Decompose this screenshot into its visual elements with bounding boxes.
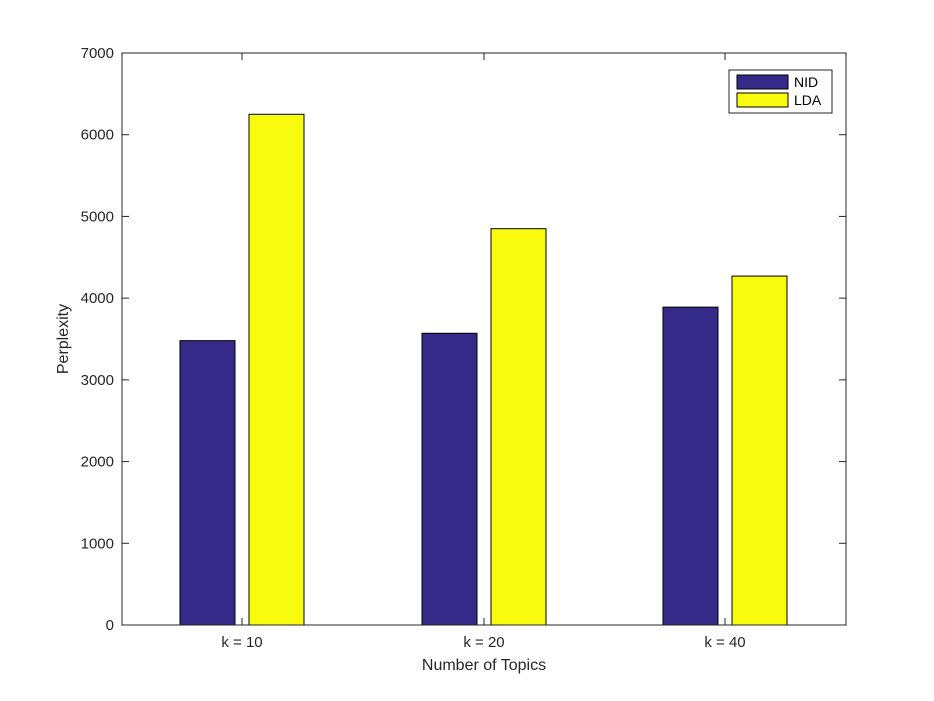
bar-lda-3	[731, 275, 788, 626]
legend-label-nid: NID	[794, 74, 818, 90]
y-tick-label-2000: 2000	[81, 454, 114, 471]
bars-group	[179, 113, 788, 626]
y-tick-label-7000: 7000	[81, 45, 114, 62]
x-tick-label-3: k = 40	[704, 634, 745, 651]
bar-lda-1	[248, 113, 305, 626]
plot-background	[122, 53, 846, 625]
legend-label-lda: LDA	[794, 92, 822, 108]
bar-nid-3	[662, 306, 719, 626]
legend-swatch-nid	[736, 74, 789, 90]
y-tick-label-3000: 3000	[81, 372, 114, 389]
bar-nid-2	[421, 332, 478, 626]
y-tick-label-0: 0	[106, 617, 114, 634]
ticks-group: 0 1000 2000 3000 4000 5000 6000 7000 k = 10 k = 2…	[81, 45, 846, 651]
legend-swatch-lda	[736, 92, 789, 108]
y-axis-label: Perplexity	[55, 304, 72, 374]
y-tick-label-5000: 5000	[81, 208, 114, 225]
bar-lda-2	[490, 228, 547, 626]
y-tick-label-4000: 4000	[81, 290, 114, 307]
y-tick-label-6000: 6000	[81, 127, 114, 144]
y-tick-label-1000: 1000	[81, 535, 114, 552]
x-axis-label: Number of Topics	[422, 657, 546, 674]
x-tick-label-1: k = 10	[221, 634, 262, 651]
legend: NID LDA	[728, 69, 833, 114]
x-tick-label-2: k = 20	[463, 634, 504, 651]
bar-nid-1	[179, 340, 236, 626]
